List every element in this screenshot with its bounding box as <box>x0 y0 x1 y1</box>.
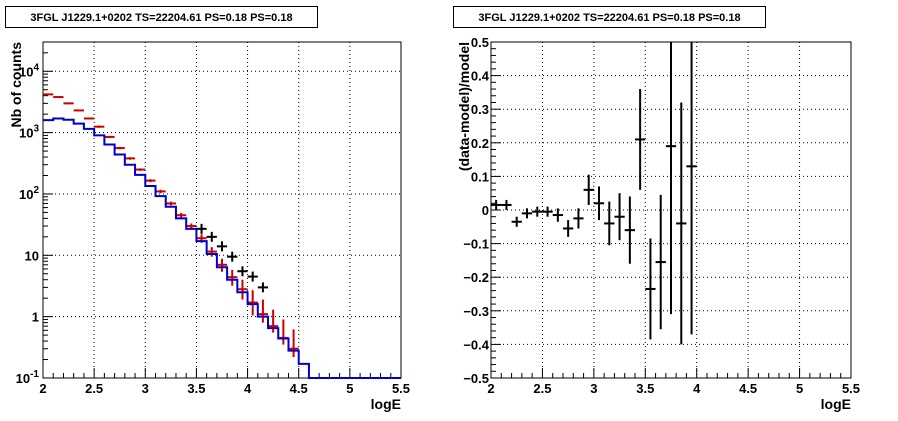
data-histogram <box>43 117 401 379</box>
y-tick-label: 104 <box>19 62 39 79</box>
y-tick-label: −0.3 <box>463 304 489 319</box>
y-tick-label: 103 <box>19 124 39 141</box>
y-axis-label: (data-model)/model <box>456 42 472 171</box>
left-panel-title: 3FGL J1229.1+0202 TS=22204.61 PS=0.18 PS… <box>5 6 318 28</box>
x-tick-label: 4 <box>693 381 701 396</box>
y-tick-label: 0.1 <box>471 169 489 184</box>
x-tick-label: 3 <box>142 381 149 396</box>
right-panel-title: 3FGL J1229.1+0202 TS=22204.61 PS=0.18 PS… <box>453 6 766 28</box>
x-tick-label: 5.5 <box>392 381 410 396</box>
y-tick-label: 0.4 <box>471 69 490 84</box>
x-tick-label: 2.5 <box>85 381 103 396</box>
x-tick-label: 2 <box>39 381 46 396</box>
y-tick-label: 10 <box>25 248 39 263</box>
y-tick-label: 0.3 <box>471 102 489 117</box>
x-tick-label: 3.5 <box>187 381 205 396</box>
x-tick-label: 3 <box>590 381 597 396</box>
y-tick-label: 0.2 <box>471 136 489 151</box>
x-tick-label: 4.5 <box>290 381 308 396</box>
x-axis-label: logE <box>821 396 851 412</box>
x-tick-label: 5 <box>796 381 803 396</box>
x-tick-label: 5.5 <box>842 381 860 396</box>
y-axis-label: Nb of counts <box>8 42 24 128</box>
x-tick-label: 2 <box>487 381 494 396</box>
y-tick-label: 102 <box>19 185 39 202</box>
x-tick-label: 4 <box>244 381 252 396</box>
y-tick-label: 10-1 <box>16 369 40 386</box>
y-tick-label: −0.4 <box>463 337 489 352</box>
y-tick-label: 1 <box>32 310 39 325</box>
plot-frame-left <box>42 41 402 379</box>
x-tick-label: 2.5 <box>533 381 551 396</box>
y-tick-label: 0 <box>482 203 489 218</box>
y-tick-label: 0.5 <box>471 35 489 50</box>
x-tick-label: 4.5 <box>739 381 757 396</box>
y-tick-label: −0.2 <box>463 270 489 285</box>
x-axis-label: logE <box>371 396 401 412</box>
y-tick-label: −0.1 <box>463 237 489 252</box>
x-tick-label: 5 <box>346 381 353 396</box>
y-tick-label: −0.5 <box>463 371 489 386</box>
x-tick-label: 3.5 <box>636 381 654 396</box>
